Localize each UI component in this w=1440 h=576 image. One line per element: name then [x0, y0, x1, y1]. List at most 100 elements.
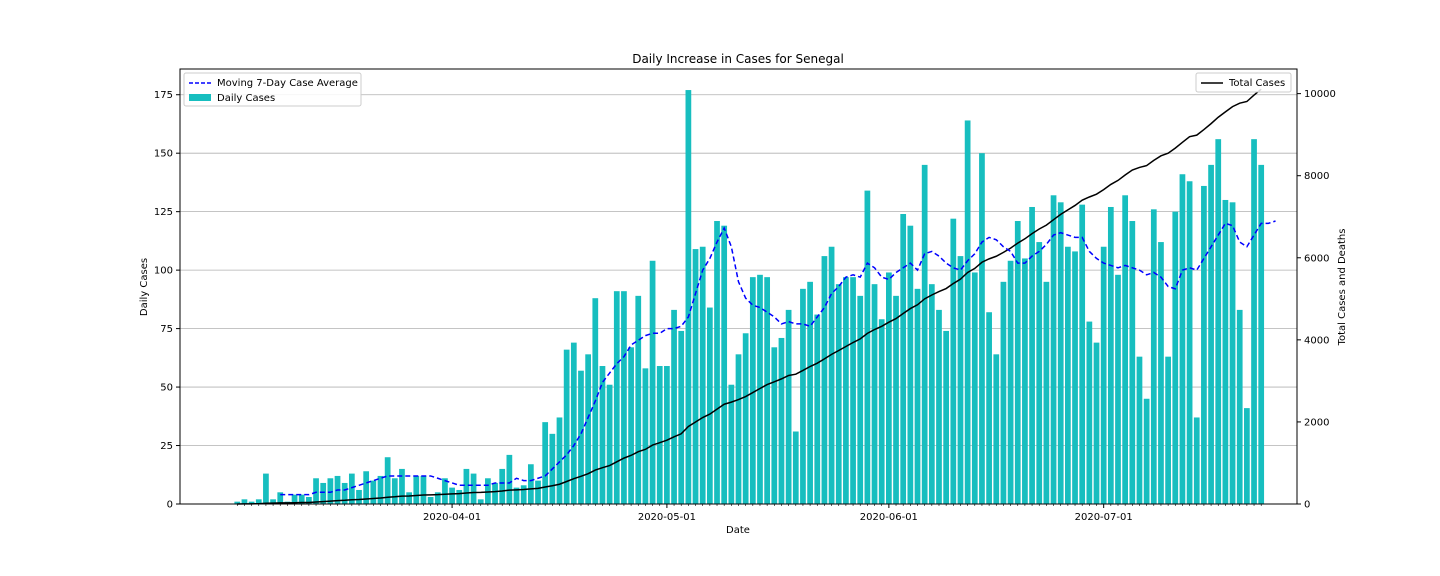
x-tick-label: 2020-04-01	[423, 512, 481, 523]
daily-case-bar	[742, 333, 749, 504]
daily-case-bar	[341, 482, 348, 504]
daily-case-bar	[699, 246, 706, 504]
legend-total-label: Total Cases	[1228, 78, 1285, 89]
daily-case-bar	[635, 295, 642, 504]
daily-case-bar	[886, 272, 892, 504]
daily-case-bar	[306, 496, 312, 504]
x-tick-label: 2020-05-01	[638, 512, 696, 523]
daily-case-bar	[456, 489, 463, 504]
y-axis-label: Daily Cases	[139, 258, 150, 316]
daily-case-bar	[986, 312, 992, 504]
daily-case-bar	[993, 354, 1000, 504]
daily-case-bar	[971, 272, 978, 504]
y2-tick-label: 6000	[1304, 253, 1329, 264]
daily-case-bar	[778, 337, 785, 504]
chart-title: Daily Increase in Cases for Senegal	[632, 52, 844, 66]
daily-case-bar	[1043, 281, 1050, 504]
y-tick-label: 0	[167, 500, 173, 511]
daily-case-bar	[370, 480, 377, 504]
daily-case-bar	[1129, 221, 1136, 505]
daily-case-bar	[1229, 202, 1236, 504]
daily-case-bar	[1000, 281, 1007, 504]
x-tick-label: 2020-06-01	[860, 512, 918, 523]
daily-case-bar	[814, 314, 821, 504]
daily-case-bar	[928, 284, 935, 504]
daily-case-bar	[807, 281, 813, 504]
daily-case-bar	[785, 309, 792, 504]
daily-case-bar	[721, 225, 728, 504]
daily-case-bar	[463, 468, 470, 504]
daily-case-bar	[291, 494, 298, 504]
daily-case-bar	[320, 482, 327, 504]
daily-case-bar	[1158, 242, 1164, 504]
daily-case-bar	[857, 295, 864, 504]
legend-left-box	[183, 72, 362, 107]
daily-case-bar	[1150, 209, 1157, 505]
moving-average-line	[280, 220, 1276, 496]
daily-case-bar	[1208, 164, 1214, 505]
daily-case-bar	[1093, 342, 1100, 504]
daily-case-bar	[248, 501, 255, 504]
daily-case-bar	[914, 288, 921, 504]
daily-case-bar	[606, 384, 613, 504]
y-tick-label: 50	[160, 383, 173, 394]
daily-case-bar	[800, 288, 806, 504]
daily-case-bar	[692, 249, 699, 504]
y2-axis-label: Total Cases and Deaths	[1337, 229, 1348, 347]
daily-case-bar	[613, 291, 620, 504]
daily-case-bar	[893, 295, 899, 504]
daily-case-bar	[535, 480, 541, 504]
daily-case-bar	[1029, 206, 1035, 504]
legend-daily-label: Daily Cases	[217, 93, 275, 104]
daily-case-bar	[1022, 258, 1028, 504]
daily-case-bar	[492, 482, 498, 504]
x-tick-label: 2020-07-01	[1075, 512, 1133, 523]
daily-case-bar	[764, 277, 771, 504]
daily-case-bar	[1244, 408, 1250, 504]
daily-case-bar	[485, 478, 491, 504]
daily-case-bar	[1258, 164, 1265, 505]
daily-case-bar	[621, 291, 627, 504]
daily-case-bar	[864, 190, 871, 504]
x-axis-label: Date	[726, 525, 750, 536]
daily-case-bar	[714, 221, 720, 505]
daily-case-bar	[1201, 185, 1207, 504]
legend-daily-swatch	[189, 94, 211, 101]
y2-tick-label: 2000	[1304, 417, 1329, 428]
daily-case-bar	[964, 120, 971, 505]
daily-case-bar	[1036, 242, 1043, 504]
y2-tick-label: 8000	[1304, 171, 1329, 182]
daily-case-bar	[1165, 356, 1171, 504]
daily-case-bar	[1179, 174, 1186, 504]
daily-case-bar	[850, 277, 856, 504]
daily-case-bar	[792, 431, 799, 504]
daily-case-bar	[628, 347, 634, 504]
y-tick-label: 75	[160, 324, 173, 335]
y2-tick-label: 4000	[1304, 335, 1329, 346]
daily-case-bar	[449, 487, 455, 504]
y-tick-label: 100	[154, 266, 173, 277]
daily-case-bar	[578, 370, 584, 504]
daily-case-bar	[356, 489, 362, 504]
daily-case-bar	[270, 499, 276, 504]
daily-case-bar	[656, 366, 663, 504]
daily-case-bar	[757, 274, 763, 504]
daily-case-bar	[1236, 309, 1243, 504]
y-tick-label: 125	[154, 207, 173, 218]
daily-case-bar	[363, 471, 370, 504]
daily-case-bar	[1086, 321, 1093, 504]
daily-case-bar	[1136, 356, 1143, 504]
daily-case-bar	[542, 422, 549, 504]
daily-case-bar	[728, 384, 735, 504]
daily-case-bar	[678, 330, 685, 504]
daily-case-bar	[1122, 195, 1129, 504]
daily-case-bar	[979, 153, 985, 504]
y2-tick-label: 0	[1304, 500, 1310, 511]
daily-case-bar	[1079, 204, 1086, 505]
daily-case-bar	[706, 307, 713, 504]
daily-case-bar	[499, 468, 506, 504]
daily-case-bar	[556, 417, 563, 504]
daily-case-bar	[599, 366, 606, 504]
daily-case-bar	[391, 478, 398, 504]
